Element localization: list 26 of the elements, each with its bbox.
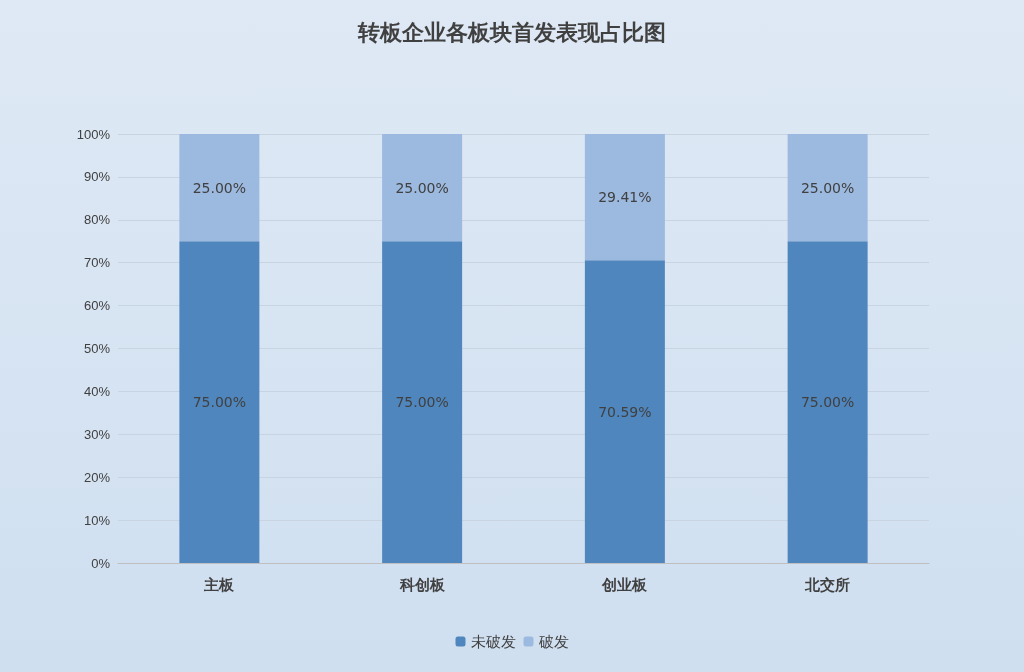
- data-label: 25.00%: [395, 179, 449, 196]
- y-tick-label: 90%: [83, 169, 111, 185]
- legend-label: 未破发: [470, 633, 516, 650]
- y-tick-label: 30%: [83, 426, 111, 442]
- data-label: 75.00%: [800, 394, 855, 411]
- data-label: 75.00%: [192, 394, 247, 411]
- y-tick-label: 80%: [83, 212, 111, 228]
- x-tick-label: 北交所: [804, 576, 851, 593]
- data-label: 29.41%: [598, 189, 652, 206]
- y-tick-label: 20%: [83, 469, 111, 485]
- data-label: 25.00%: [192, 179, 247, 196]
- y-tick-label: 0%: [91, 555, 111, 571]
- y-tick-label: 70%: [83, 255, 111, 271]
- data-label: 70.59%: [598, 403, 652, 420]
- y-tick-label: 100%: [76, 126, 111, 142]
- chart-title: 转板企业各板块首发表现占比图: [357, 19, 666, 45]
- x-tick-label: 创业板: [601, 576, 649, 593]
- y-tick-label: 50%: [83, 341, 111, 356]
- x-tick-label: 主板: [203, 576, 236, 593]
- y-tick-label: 40%: [83, 383, 111, 399]
- data-label: 75.00%: [395, 394, 449, 411]
- x-tick-label: 科创板: [398, 576, 446, 593]
- y-tick-label: 60%: [83, 298, 111, 314]
- data-label: 25.00%: [800, 179, 855, 196]
- y-tick-label: 10%: [83, 512, 111, 528]
- legend-label: 破发: [537, 633, 569, 650]
